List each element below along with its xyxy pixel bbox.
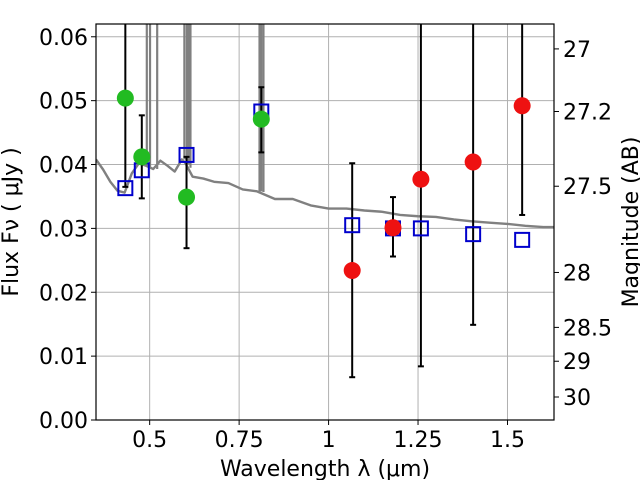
x-tick-label: 1.25 xyxy=(394,428,443,453)
x-tick-label: 0.75 xyxy=(215,428,264,453)
right-tick-label: 27.5 xyxy=(563,175,612,200)
right-tick-label: 30 xyxy=(563,386,591,411)
y-tick-label: 0.05 xyxy=(39,90,88,115)
observed-point-red xyxy=(513,97,531,115)
emission-line-spikes xyxy=(145,24,265,192)
observed-point-red xyxy=(464,153,482,171)
x-axis-label: Wavelength λ (μm) xyxy=(220,457,430,480)
observed-point-green xyxy=(133,148,151,166)
model-band-square xyxy=(514,231,531,248)
observed-points xyxy=(116,89,531,280)
observed-point-green xyxy=(252,110,270,128)
model-band-square xyxy=(178,146,195,163)
observed-point-red xyxy=(412,170,430,188)
right-tick-label: 27 xyxy=(563,38,591,63)
observed-point-green xyxy=(178,188,196,206)
right-axis-label: Magnitude (AB) xyxy=(619,137,640,308)
model-band-square xyxy=(117,180,134,197)
x-tick-label: 1 xyxy=(322,428,336,453)
right-ticks: 27 27.2 27.5 28 28.5 29 30 xyxy=(554,38,612,411)
y-tick-label: 0.06 xyxy=(39,26,88,51)
right-tick-label: 29 xyxy=(563,350,591,375)
right-tick-label: 27.2 xyxy=(563,101,612,126)
model-spectrum xyxy=(96,158,554,229)
x-tick-label: 0.5 xyxy=(132,428,167,453)
observed-point-red xyxy=(384,219,402,237)
y-tick-label: 0.04 xyxy=(39,154,88,179)
plot-frame xyxy=(95,23,555,421)
y-tick-label: 0.01 xyxy=(39,345,88,370)
observed-point-red xyxy=(343,262,361,280)
model-band-square xyxy=(344,217,361,234)
model-band-square xyxy=(465,226,482,243)
model-spectrum-line xyxy=(96,158,554,229)
observed-point-green xyxy=(116,89,134,107)
x-tick-label: 1.5 xyxy=(490,428,525,453)
y-axis-label: Flux Fν ( μJy ) xyxy=(0,147,24,296)
right-tick-label: 28.5 xyxy=(563,316,612,341)
model-band-square xyxy=(412,220,429,237)
right-tick-label: 28 xyxy=(563,261,591,286)
y-ticks: 0.00 0.01 0.02 0.03 0.04 0.05 0.06 xyxy=(39,26,96,434)
y-tick-label: 0.03 xyxy=(39,217,88,242)
x-ticks: 0.5 0.75 1 1.25 1.5 xyxy=(132,420,525,453)
y-tick-label: 0.00 xyxy=(39,409,88,434)
model-band-squares xyxy=(117,103,531,248)
y-tick-label: 0.02 xyxy=(39,281,88,306)
